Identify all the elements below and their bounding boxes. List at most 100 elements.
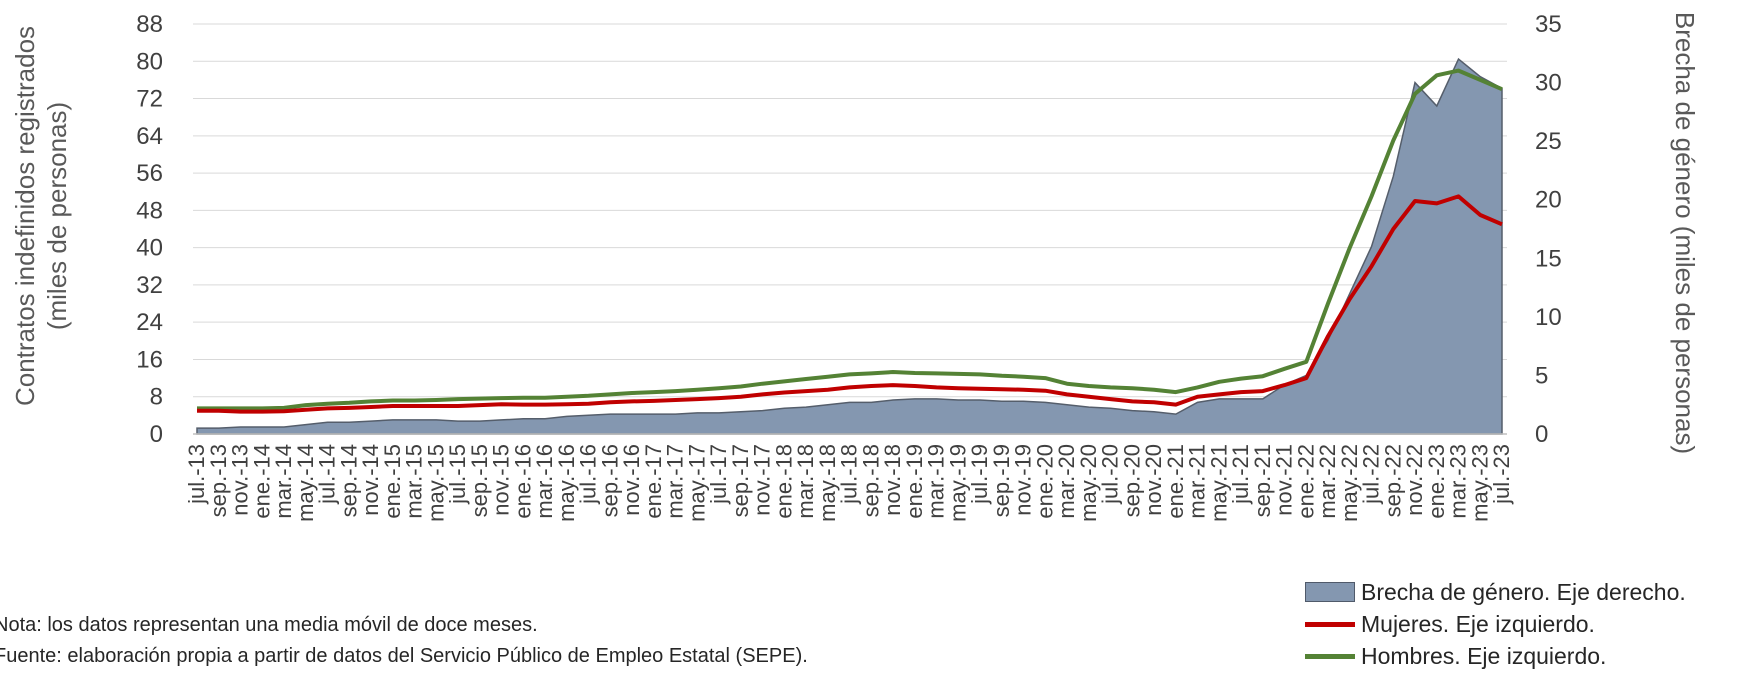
x-tick-label: sep.-15 (467, 444, 492, 517)
x-tick-label: sep.-20 (1119, 444, 1144, 517)
x-tick-label: ene.-22 (1293, 444, 1318, 519)
left-axis-title-line2: (miles de personas) (42, 102, 72, 330)
left-tick-label: 16 (136, 346, 163, 373)
x-tick-label: ene.-16 (510, 444, 535, 519)
series-mujeres-line (197, 194, 1503, 414)
x-tick-label: mar.-20 (1054, 444, 1079, 519)
right-tick-label: 25 (1535, 128, 1562, 155)
x-tick-label: may.-19 (945, 444, 970, 522)
x-tick-label: sep.-19 (989, 444, 1014, 517)
legend-label-hombres: Hombres. Eje izquierdo. (1361, 642, 1607, 669)
left-tick-label: 88 (136, 11, 163, 38)
x-tick-label: nov.-13 (228, 444, 253, 516)
x-tick-label: sep.-17 (728, 444, 753, 517)
x-tick-label: jul.-15 (445, 444, 470, 505)
x-tick-label: jul.-16 (576, 444, 601, 505)
x-tick-label: may.-14 (293, 444, 318, 522)
legend-swatch-hombres (1305, 653, 1355, 659)
x-tick-label: jul.-13 (184, 444, 209, 505)
x-tick-label: jul.-17 (706, 444, 731, 505)
left-tick-label: 0 (150, 421, 163, 448)
x-tick-label: jul.-21 (1228, 444, 1253, 505)
left-axis-ticks: 0 8 16 24 32 40 48 56 64 72 80 88 (136, 11, 163, 448)
x-tick-label: sep.-21 (1250, 444, 1275, 517)
x-tick-label: nov.-17 (750, 444, 775, 516)
note-text: Nota: los datos representan una media mó… (0, 614, 538, 636)
legend-swatch-area (1305, 582, 1355, 602)
x-tick-label: nov.-22 (1402, 444, 1427, 516)
right-tick-label: 35 (1535, 11, 1562, 38)
left-tick-label: 40 (136, 235, 163, 262)
x-tick-label: sep.-22 (1380, 444, 1405, 517)
right-tick-label: 0 (1535, 421, 1548, 448)
x-tick-label: may.-16 (554, 444, 579, 522)
x-tick-label: ene.-20 (1032, 444, 1057, 519)
x-tick-label: ene.-17 (641, 444, 666, 519)
x-tick-label: jul.-14 (315, 444, 340, 505)
source-text: Fuente: elaboración propia a partir de d… (0, 645, 808, 667)
right-tick-label: 10 (1535, 304, 1562, 331)
x-tick-label: mar.-16 (532, 444, 557, 519)
left-tick-label: 56 (136, 160, 163, 187)
right-tick-label: 20 (1535, 187, 1562, 214)
x-tick-label: ene.-15 (380, 444, 405, 519)
right-axis-title: Brecha de género (miles de personas) (1670, 12, 1700, 454)
x-tick-label: may.-18 (815, 444, 840, 522)
series-hombres-line (197, 68, 1503, 411)
x-tick-label: jul.-20 (1098, 444, 1123, 505)
legend-item-mujeres: Mujeres. Eje izquierdo. (1305, 608, 1686, 640)
x-tick-label: may.-22 (1337, 444, 1362, 522)
x-tick-label: may.-20 (1076, 444, 1101, 522)
x-axis-ticks: jul.-13sep.-13nov.-13ene.-14mar.-14may.-… (184, 444, 1514, 522)
x-tick-label: mar.-21 (1185, 444, 1210, 519)
left-tick-label: 32 (136, 272, 163, 299)
x-tick-label: nov.-20 (1141, 444, 1166, 516)
x-tick-label: ene.-21 (1163, 444, 1188, 519)
x-tick-label: nov.-21 (1272, 444, 1297, 516)
left-tick-label: 24 (136, 309, 163, 336)
x-tick-label: jul.-19 (967, 444, 992, 505)
x-tick-label: may.-23 (1467, 444, 1492, 522)
x-tick-label: may.-21 (1206, 444, 1231, 522)
x-tick-label: ene.-14 (249, 444, 274, 519)
x-tick-label: mar.-15 (402, 444, 427, 519)
legend-label-mujeres: Mujeres. Eje izquierdo. (1361, 610, 1595, 637)
x-tick-label: sep.-13 (206, 444, 231, 517)
left-tick-label: 72 (136, 86, 163, 113)
x-tick-label: jul.-18 (837, 444, 862, 505)
left-tick-label: 80 (136, 48, 163, 75)
right-axis-ticks: 0 5 10 15 20 25 30 35 (1535, 11, 1562, 448)
x-tick-label: sep.-16 (597, 444, 622, 517)
x-tick-label: nov.-16 (619, 444, 644, 516)
x-tick-label: may.-15 (423, 444, 448, 522)
x-tick-label: nov.-15 (489, 444, 514, 516)
x-tick-label: ene.-18 (771, 444, 796, 519)
legend: Brecha de género. Eje derecho. Mujeres. … (1305, 576, 1686, 672)
legend-label-brecha: Brecha de género. Eje derecho. (1361, 578, 1686, 605)
x-tick-label: mar.-22 (1315, 444, 1340, 519)
x-tick-label: mar.-19 (924, 444, 949, 519)
grid (193, 23, 1507, 398)
x-tick-label: nov.-19 (1011, 444, 1036, 516)
x-tick-label: sep.-14 (336, 444, 361, 517)
x-tick-label: jul.-23 (1489, 444, 1514, 505)
x-tick-label: jul.-22 (1359, 444, 1384, 505)
x-tick-label: mar.-17 (663, 444, 688, 519)
x-tick-label: sep.-18 (858, 444, 883, 517)
left-tick-label: 64 (136, 123, 163, 150)
x-tick-label: nov.-14 (358, 444, 383, 516)
x-tick-label: mar.-14 (271, 444, 296, 519)
x-tick-label: nov.-18 (880, 444, 905, 516)
right-tick-label: 5 (1535, 362, 1548, 389)
right-tick-label: 30 (1535, 70, 1562, 97)
legend-swatch-mujeres (1305, 621, 1355, 627)
x-tick-label: ene.-19 (902, 444, 927, 519)
left-tick-label: 8 (150, 384, 163, 411)
x-tick-label: mar.-23 (1446, 444, 1471, 519)
x-tick-label: ene.-23 (1424, 444, 1449, 519)
legend-item-brecha: Brecha de género. Eje derecho. (1305, 576, 1686, 608)
legend-item-hombres: Hombres. Eje izquierdo. (1305, 640, 1686, 672)
x-tick-label: mar.-18 (793, 444, 818, 519)
left-axis-title-line1: Contratos indefinidos registrados (10, 26, 40, 406)
